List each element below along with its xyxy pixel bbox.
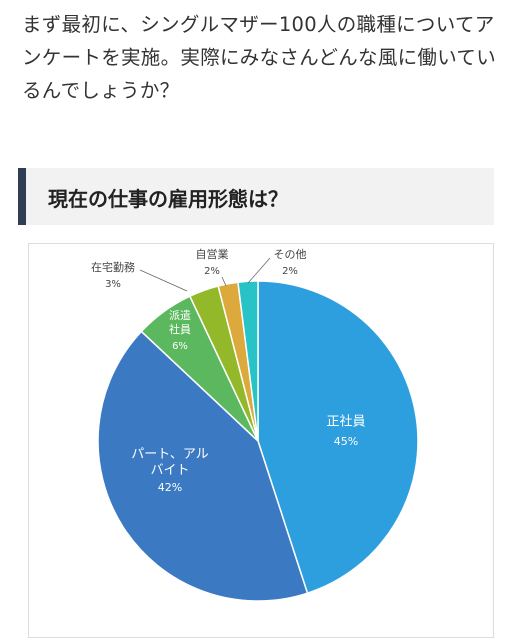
pie-slice [237, 280, 259, 442]
slice-label: 正社員 [326, 414, 365, 430]
pie-slice [257, 280, 419, 595]
slice-label: 自営業 [196, 247, 229, 261]
leader-line [221, 276, 227, 287]
intro-text: まず最初に、シングルマザー100人の職種についてアンケートを実施。実際にみなさん… [22, 13, 497, 102]
slice-value-label: 6% [172, 341, 188, 352]
pie-slice [97, 330, 309, 602]
leader-line [139, 269, 188, 292]
slice-value-label: 42% [158, 481, 182, 494]
slice-label: その他 [274, 248, 307, 261]
slice-value-label: 2% [204, 266, 220, 277]
chart-frame [28, 243, 494, 638]
slice-value-label: 3% [105, 279, 121, 290]
slice-label: 派遣社員 [169, 308, 191, 336]
slice-label: 在宅勤務 [91, 260, 135, 274]
leader-line [247, 257, 271, 284]
slice-label: パート、アルバイト [131, 447, 209, 478]
slice-value-label: 45% [334, 435, 358, 448]
heading-text: 現在の仕事の雇用形態は？ [48, 187, 288, 211]
slice-value-label: 2% [282, 266, 298, 277]
section-heading: 現在の仕事の雇用形態は？ [18, 168, 494, 225]
